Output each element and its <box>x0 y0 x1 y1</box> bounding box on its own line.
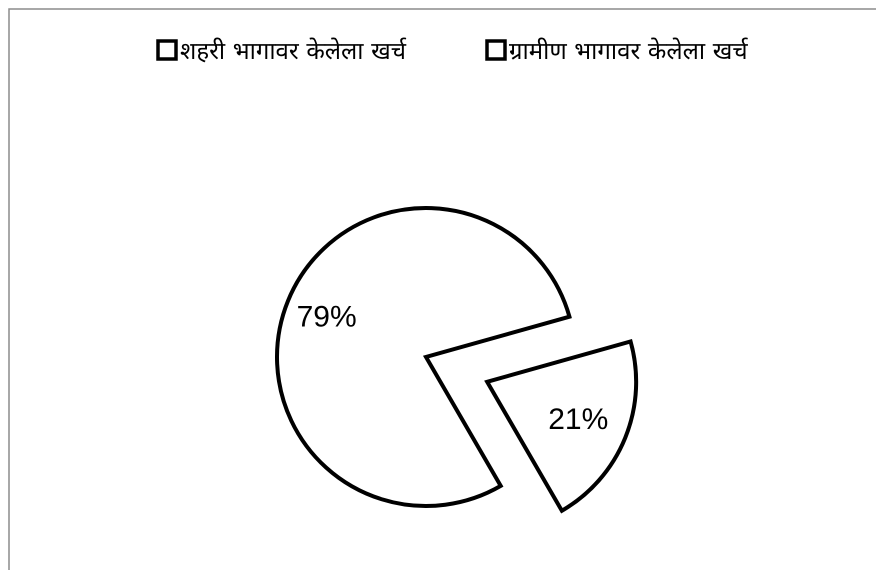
legend-swatch-0 <box>156 39 178 61</box>
pie-slice-rural <box>484 339 639 514</box>
legend-swatch-1 <box>485 39 507 61</box>
legend-label-1: ग्रामीण भागावर केलेला खर्च <box>509 37 749 65</box>
pie-slices <box>275 206 639 514</box>
pie-slice-urban <box>275 206 572 508</box>
data-label-urban: 79% <box>297 301 357 334</box>
legend-label-0: शहरी भागावर केलेला खर्च <box>180 37 407 65</box>
data-label-rural: 21% <box>548 403 608 436</box>
legend: शहरी भागावर केलेला खर्च ग्रामीण भागावर क… <box>156 37 749 65</box>
chart-border <box>8 8 876 570</box>
